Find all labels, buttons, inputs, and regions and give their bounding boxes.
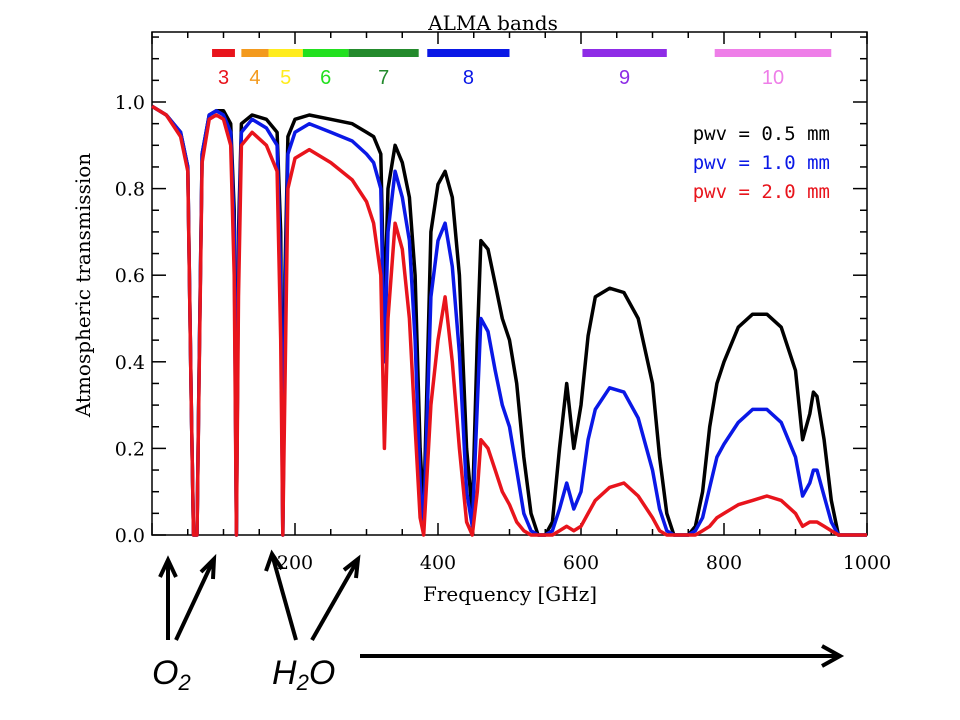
series-line bbox=[151, 104, 867, 537]
annotation-arrows bbox=[158, 549, 845, 668]
h2o-label: H2O bbox=[272, 654, 335, 695]
y-tick-label: 0.0 bbox=[115, 525, 145, 547]
series-lines bbox=[151, 104, 867, 537]
o2-arrow-right bbox=[174, 562, 214, 641]
o2-arrow-right-head bbox=[199, 553, 217, 580]
frequency-arrow-head bbox=[821, 644, 845, 668]
x-tick-label: 1000 bbox=[843, 552, 891, 574]
o2-label: O2 bbox=[152, 654, 191, 695]
y-tick-label: 1.0 bbox=[115, 92, 145, 114]
chart-title: ALMA bands bbox=[427, 11, 558, 35]
alma-bands: 3 4 5 6 7 8 9 10 bbox=[212, 49, 832, 89]
alma-band-label: 10 bbox=[762, 67, 784, 89]
alma-band-bar bbox=[714, 49, 832, 57]
alma-band-label: 5 bbox=[280, 67, 291, 89]
x-axis-title: Frequency [GHz] bbox=[423, 582, 597, 606]
x-tick-label: 400 bbox=[420, 552, 456, 574]
alma-band-bar bbox=[582, 49, 667, 57]
h2o-arrow-left-head bbox=[264, 549, 284, 572]
legend-entry: pwv = 0.5 mm bbox=[693, 123, 830, 145]
h2o-arrow-right bbox=[310, 562, 358, 641]
legend: pwv = 0.5 mm pwv = 1.0 mm pwv = 2.0 mm bbox=[693, 123, 830, 203]
y-tick-label: 0.8 bbox=[115, 179, 145, 201]
y-tick-label: 0.6 bbox=[115, 265, 145, 287]
x-tick-label: 600 bbox=[563, 552, 599, 574]
o2-arrow-left-head bbox=[158, 555, 178, 578]
alma-band-label: 9 bbox=[619, 67, 630, 89]
x-tick-label: 200 bbox=[277, 552, 313, 574]
y-axis-title: Atmospheric transmission bbox=[71, 153, 95, 418]
y-tick-label: 0.4 bbox=[115, 352, 145, 374]
alma-band-bar bbox=[241, 49, 269, 57]
alma-band-label: 8 bbox=[463, 67, 474, 89]
alma-band-bar bbox=[302, 49, 349, 57]
alma-band-bar bbox=[268, 49, 303, 57]
alma-band-bar bbox=[348, 49, 419, 57]
alma-band-label: 6 bbox=[320, 67, 331, 89]
y-tick-label: 0.2 bbox=[115, 438, 145, 460]
alma-band-label: 3 bbox=[218, 67, 229, 89]
legend-entry: pwv = 1.0 mm bbox=[693, 152, 830, 174]
alma-band-bar bbox=[427, 49, 510, 57]
h2o-arrow-right-head bbox=[342, 554, 361, 579]
legend-entry: pwv = 2.0 mm bbox=[693, 181, 830, 203]
alma-band-label: 7 bbox=[378, 67, 389, 89]
x-tick-label: 800 bbox=[706, 552, 742, 574]
axis-ticks: 200 400 600 800 1000 0.0 0.2 0.4 0.6 0.8 1.0 bbox=[115, 32, 891, 574]
alma-band-label: 4 bbox=[249, 67, 260, 89]
plot-frame bbox=[151, 31, 868, 536]
h2o-arrow-left bbox=[271, 557, 298, 641]
alma-band-bar bbox=[212, 49, 235, 57]
